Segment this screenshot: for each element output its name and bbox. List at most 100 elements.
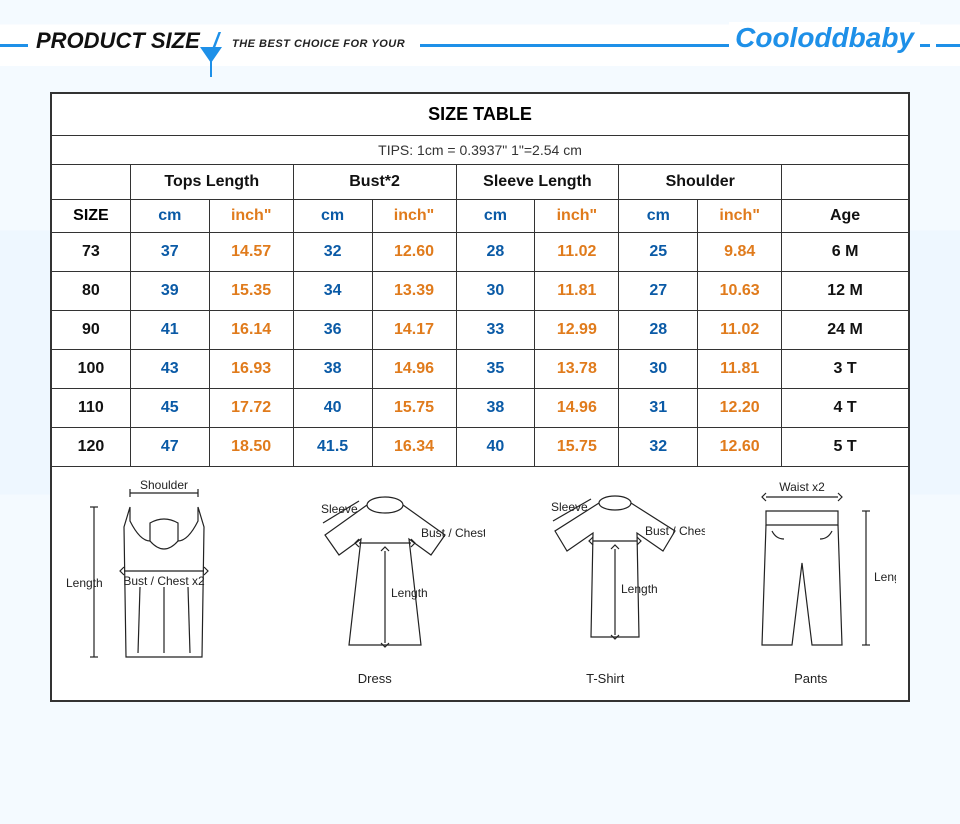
cell-size: 80 — [52, 272, 131, 311]
cell-tops_cm: 47 — [130, 428, 209, 467]
cell-bust_in: 14.17 — [372, 311, 456, 350]
cell-sleeve_cm: 40 — [456, 428, 535, 467]
cell-age: 12 M — [782, 272, 909, 311]
cell-bust_in: 16.34 — [372, 428, 456, 467]
unit-cm: cm — [456, 200, 535, 233]
unit-cm: cm — [619, 200, 698, 233]
cell-age: 24 M — [782, 311, 909, 350]
cell-shoulder_cm: 25 — [619, 233, 698, 272]
cell-age: 5 T — [782, 428, 909, 467]
cell-tops_cm: 39 — [130, 272, 209, 311]
col-group-tops: Tops Length — [130, 165, 293, 200]
cell-sleeve_cm: 28 — [456, 233, 535, 272]
table-row: 904116.143614.173312.992811.0224 M — [52, 311, 909, 350]
table-row: 1204718.5041.516.344015.753212.605 T — [52, 428, 909, 467]
cell-bust_in: 13.39 — [372, 272, 456, 311]
cell-size: 100 — [52, 350, 131, 389]
cell-tops_in: 18.50 — [209, 428, 293, 467]
diagram-pants: Waist x2 Length Pants — [726, 477, 896, 686]
cell-shoulder_in: 12.20 — [698, 389, 782, 428]
cell-sleeve_in: 11.02 — [535, 233, 619, 272]
cell-tops_cm: 45 — [130, 389, 209, 428]
caption-dress: Dress — [265, 671, 485, 686]
cell-shoulder_in: 10.63 — [698, 272, 782, 311]
cell-sleeve_cm: 35 — [456, 350, 535, 389]
label-bust: Bust / Chest x2 — [645, 524, 705, 538]
brand-logo: Cooloddbaby — [729, 22, 920, 54]
cell-bust_in: 14.96 — [372, 350, 456, 389]
table-unit-row: SIZE cm inch" cm inch" cm inch" cm inch"… — [52, 200, 909, 233]
cell-shoulder_cm: 27 — [619, 272, 698, 311]
label-bust: Bust / Chest x2 — [124, 574, 206, 588]
cell-shoulder_in: 12.60 — [698, 428, 782, 467]
diagram-dress: Sleeve Bust / Chest x2 Length Dress — [265, 477, 485, 686]
size-table: SIZE TABLE TIPS: 1cm = 0.3937" 1"=2.54 c… — [51, 93, 909, 701]
diagram-tshirt: Sleeve Bust / Chest x2 Length T-Shirt — [505, 477, 705, 686]
page-header: PRODUCT SIZE / THE BEST CHOICE FOR YOUR … — [0, 24, 960, 68]
unit-inch: inch" — [698, 200, 782, 233]
pointer-icon — [200, 47, 222, 77]
page: PRODUCT SIZE / THE BEST CHOICE FOR YOUR … — [0, 0, 960, 702]
col-size: SIZE — [52, 200, 131, 233]
cell-age: 3 T — [782, 350, 909, 389]
cell-sleeve_cm: 30 — [456, 272, 535, 311]
cell-sleeve_in: 13.78 — [535, 350, 619, 389]
diagram-row: Shoulder Bust / Chest x2 Length — [56, 473, 904, 694]
diagram-tank: Shoulder Bust / Chest x2 Length — [64, 477, 244, 667]
cell-bust_in: 15.75 — [372, 389, 456, 428]
table-row: 733714.573212.602811.02259.846 M — [52, 233, 909, 272]
unit-cm: cm — [130, 200, 209, 233]
label-shoulder: Shoulder — [140, 478, 188, 492]
table-row: 803915.353413.393011.812710.6312 M — [52, 272, 909, 311]
cell-bust_cm: 41.5 — [293, 428, 372, 467]
table-title: SIZE TABLE — [52, 94, 909, 136]
cell-sleeve_in: 15.75 — [535, 428, 619, 467]
label-sleeve: Sleeve — [551, 500, 588, 514]
caption-pants: Pants — [726, 671, 896, 686]
cell-shoulder_in: 9.84 — [698, 233, 782, 272]
cell-bust_cm: 36 — [293, 311, 372, 350]
cell-tops_in: 16.14 — [209, 311, 293, 350]
unit-inch: inch" — [209, 200, 293, 233]
cell-tops_cm: 37 — [130, 233, 209, 272]
cell-age: 4 T — [782, 389, 909, 428]
cell-tops_in: 17.72 — [209, 389, 293, 428]
table-row: 1104517.724015.753814.963112.204 T — [52, 389, 909, 428]
col-group-shoulder: Shoulder — [619, 165, 782, 200]
table-tips: TIPS: 1cm = 0.3937" 1"=2.54 cm — [52, 136, 909, 165]
cell-tops_in: 15.35 — [209, 272, 293, 311]
header-tagline: THE BEST CHOICE FOR YOUR — [232, 38, 405, 50]
cell-size: 73 — [52, 233, 131, 272]
unit-inch: inch" — [372, 200, 456, 233]
cell-shoulder_in: 11.02 — [698, 311, 782, 350]
label-bust: Bust / Chest x2 — [421, 526, 485, 540]
table-row: 1004316.933814.963513.783011.813 T — [52, 350, 909, 389]
cell-sleeve_cm: 33 — [456, 311, 535, 350]
cell-shoulder_cm: 28 — [619, 311, 698, 350]
cell-bust_cm: 38 — [293, 350, 372, 389]
cell-tops_in: 14.57 — [209, 233, 293, 272]
cell-age: 6 M — [782, 233, 909, 272]
page-title: PRODUCT SIZE — [36, 28, 200, 54]
cell-sleeve_cm: 38 — [456, 389, 535, 428]
cell-shoulder_in: 11.81 — [698, 350, 782, 389]
unit-inch: inch" — [535, 200, 619, 233]
table-group-row: Tops Length Bust*2 Sleeve Length Shoulde… — [52, 165, 909, 200]
cell-sleeve_in: 12.99 — [535, 311, 619, 350]
cell-bust_cm: 40 — [293, 389, 372, 428]
label-length: Length — [621, 582, 658, 596]
caption-tshirt: T-Shirt — [505, 671, 705, 686]
cell-shoulder_cm: 30 — [619, 350, 698, 389]
header-line-right — [936, 44, 960, 47]
unit-cm: cm — [293, 200, 372, 233]
label-sleeve: Sleeve — [321, 502, 358, 516]
cell-sleeve_in: 14.96 — [535, 389, 619, 428]
col-group-sleeve: Sleeve Length — [456, 165, 619, 200]
cell-bust_cm: 32 — [293, 233, 372, 272]
cell-bust_cm: 34 — [293, 272, 372, 311]
col-group-bust: Bust*2 — [293, 165, 456, 200]
label-waist: Waist x2 — [779, 480, 825, 494]
cell-size: 120 — [52, 428, 131, 467]
cell-shoulder_cm: 32 — [619, 428, 698, 467]
cell-sleeve_in: 11.81 — [535, 272, 619, 311]
